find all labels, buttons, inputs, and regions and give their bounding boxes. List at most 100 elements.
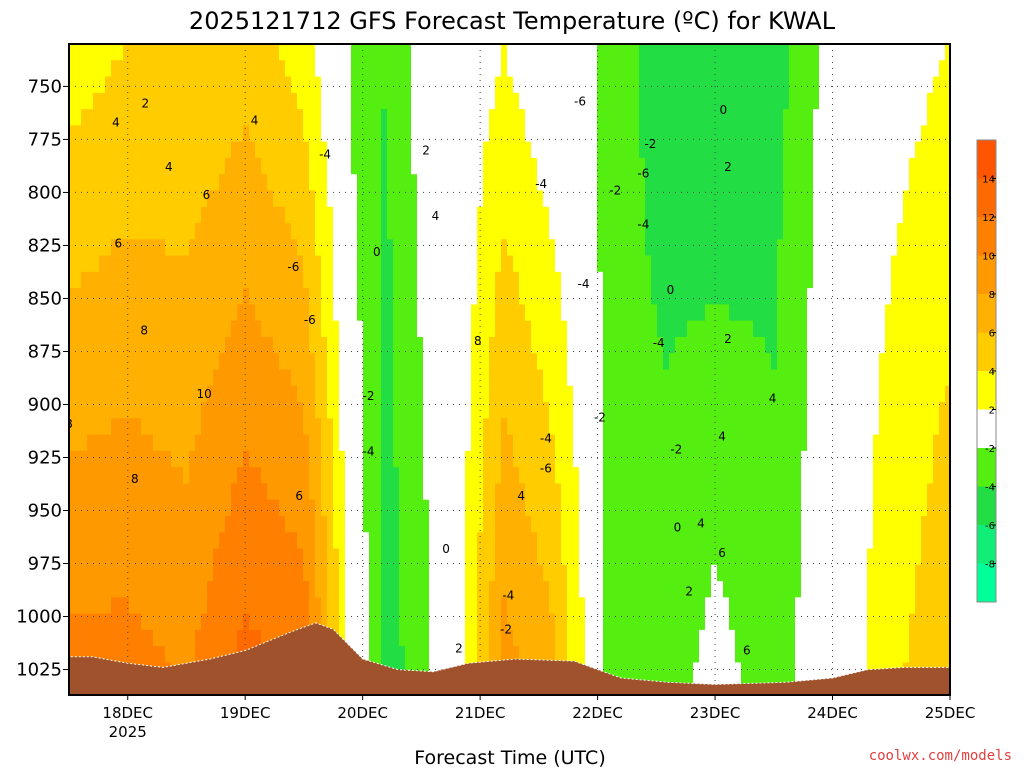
field-cell <box>495 125 502 143</box>
field-cell <box>225 597 232 615</box>
field-cell <box>219 239 226 257</box>
field-cell <box>189 174 196 192</box>
field-cell <box>807 385 814 403</box>
field-cell <box>501 564 508 582</box>
field-cell <box>237 288 244 305</box>
field-cell <box>735 223 742 240</box>
field-cell <box>741 662 748 680</box>
field-cell <box>441 239 448 257</box>
field-cell <box>99 288 106 305</box>
field-cell <box>639 109 646 126</box>
field-cell <box>111 483 118 501</box>
field-cell <box>741 532 748 550</box>
field-cell <box>585 646 592 664</box>
field-cell <box>429 385 436 403</box>
field-cell <box>333 304 340 322</box>
field-cell <box>231 320 238 338</box>
field-cell <box>453 629 460 647</box>
field-cell <box>447 60 454 78</box>
field-cell <box>423 434 430 452</box>
field-cell <box>471 613 478 631</box>
field-cell <box>717 597 724 615</box>
field-cell <box>357 564 364 582</box>
field-cell <box>615 304 622 322</box>
field-cell <box>411 44 418 61</box>
field-cell <box>441 532 448 550</box>
field-cell <box>135 515 142 533</box>
field-cell <box>411 271 418 289</box>
field-cell <box>519 402 526 419</box>
field-cell <box>771 662 778 680</box>
field-cell <box>621 190 628 208</box>
field-cell <box>327 190 334 208</box>
field-cell <box>543 223 550 240</box>
field-cell <box>459 418 466 436</box>
field-cell <box>759 369 766 387</box>
field-cell <box>225 385 232 403</box>
field-cell <box>675 271 682 289</box>
field-cell <box>765 353 772 371</box>
field-cell <box>339 450 346 468</box>
field-cell <box>363 336 370 354</box>
field-cell <box>315 174 322 192</box>
field-cell <box>561 320 568 338</box>
field-cell <box>69 125 76 143</box>
field-cell <box>543 434 550 452</box>
field-cell <box>495 190 502 208</box>
field-cell <box>453 239 460 257</box>
field-cell <box>153 613 160 631</box>
field-cell <box>789 320 796 338</box>
field-cell <box>285 581 292 598</box>
field-cell <box>81 60 88 78</box>
field-cell <box>411 304 418 322</box>
field-cell <box>261 515 268 533</box>
field-cell <box>141 646 148 664</box>
field-cell <box>567 60 574 78</box>
field-cell <box>105 304 112 322</box>
field-cell <box>213 597 220 615</box>
field-cell <box>717 239 724 257</box>
field-cell <box>765 271 772 289</box>
field-cell <box>237 369 244 387</box>
field-cell <box>531 532 538 550</box>
field-cell <box>135 320 142 338</box>
field-cell <box>327 109 334 126</box>
field-cell <box>357 418 364 436</box>
field-cell <box>621 646 628 664</box>
field-cell <box>135 157 142 175</box>
field-cell <box>609 239 616 257</box>
field-cell <box>159 125 166 143</box>
field-cell <box>597 467 604 485</box>
field-cell <box>291 60 298 78</box>
field-cell <box>765 581 772 598</box>
field-cell <box>111 320 118 338</box>
field-cell <box>657 548 664 566</box>
field-cell <box>273 157 280 175</box>
field-cell <box>99 467 106 485</box>
field-cell <box>249 467 256 485</box>
field-cell <box>369 92 376 110</box>
field-cell <box>555 141 562 159</box>
field-cell <box>507 92 514 110</box>
field-cell <box>663 141 670 159</box>
field-cell <box>465 109 472 126</box>
field-cell <box>153 190 160 208</box>
field-cell <box>489 223 496 240</box>
field-cell <box>489 255 496 273</box>
field-cell <box>765 157 772 175</box>
field-cell <box>75 157 82 175</box>
field-cell <box>735 597 742 615</box>
field-cell <box>363 434 370 452</box>
field-cell <box>417 385 424 403</box>
field-cell <box>489 239 496 257</box>
field-cell <box>93 239 100 257</box>
field-cell <box>705 44 712 61</box>
field-cell <box>267 304 274 322</box>
field-cell <box>441 515 448 533</box>
field-cell <box>681 336 688 354</box>
field-cell <box>729 206 736 224</box>
field-cell <box>465 369 472 387</box>
field-cell <box>561 548 568 566</box>
field-cell <box>447 125 454 143</box>
field-cell <box>117 239 124 257</box>
